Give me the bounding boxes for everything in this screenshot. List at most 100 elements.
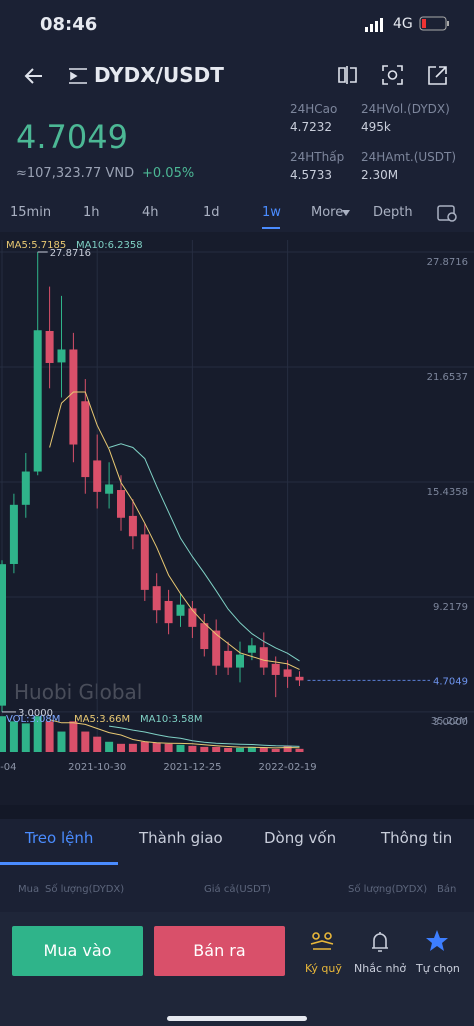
candle-body	[236, 654, 244, 668]
stat-value: 495k	[361, 120, 391, 134]
volume-legend: VOL:3.08M	[6, 714, 60, 725]
volume-bar	[21, 723, 30, 752]
candle-body	[117, 490, 125, 518]
volume-tick-label: 35.22M	[431, 716, 468, 727]
volume-bar	[259, 747, 268, 752]
candle-body	[69, 349, 78, 445]
settings-icon[interactable]	[437, 203, 459, 223]
x-tick-label: 2021-12-25	[163, 762, 221, 773]
sell-button[interactable]: Bán ra	[154, 926, 285, 976]
candle-body	[271, 663, 280, 675]
chart-background	[0, 232, 474, 805]
battery-icon	[419, 16, 449, 31]
volume-bar	[105, 741, 114, 752]
x-tick-label: 2021-10-30	[68, 762, 126, 773]
screenshot-icon[interactable]	[382, 65, 404, 85]
depth-tab[interactable]: Depth	[373, 205, 413, 220]
margin-icon[interactable]	[309, 930, 335, 954]
candle-body	[105, 484, 114, 494]
volume-bar	[0, 716, 6, 752]
timeframe-tab[interactable]: 15min	[10, 205, 52, 220]
x-tick-label: 09-04	[0, 762, 17, 773]
y-tick-label: 3.0000	[433, 717, 468, 728]
stat-label: 24HCao	[290, 102, 338, 116]
candle-body	[33, 330, 42, 472]
tab[interactable]: Dòng vốn	[264, 829, 337, 847]
volume-ma-line	[49, 719, 300, 749]
volume-legend: MA10:3.58M	[140, 714, 202, 725]
watermark: Huobi Global	[14, 680, 142, 704]
ma-line	[49, 391, 300, 670]
y-tick-label: 21.6537	[427, 372, 468, 383]
y-tick-label: 15.4358	[427, 487, 468, 498]
candle-body	[152, 586, 161, 611]
volume-bar	[295, 748, 304, 752]
x-tick-label: 2022-02-19	[259, 762, 317, 773]
timeframe-tab[interactable]: 4h	[142, 205, 159, 220]
dropdown-icon	[342, 210, 350, 216]
shortcut-active[interactable]: Ký quỹ	[305, 962, 342, 975]
alert-icon[interactable]	[369, 930, 391, 954]
candle-body	[0, 564, 6, 706]
volume-bar	[152, 742, 161, 752]
volume-bar	[176, 744, 185, 752]
legend-entry: MA5:5.7185	[6, 240, 66, 251]
shortcut[interactable]: Tự chọn	[416, 962, 460, 975]
book-header: Giá cả(USDT)	[204, 884, 271, 895]
volume-bar	[140, 741, 149, 752]
y-tick-label: 9.2179	[433, 602, 468, 613]
tab[interactable]: Thông tin	[381, 829, 453, 847]
volume-ma-line	[109, 725, 300, 747]
candle-body	[57, 349, 66, 363]
pair-title[interactable]: DYDX/USDT	[94, 63, 224, 87]
volume-bar	[57, 731, 66, 752]
volume-bar	[33, 716, 42, 752]
candle-body	[176, 604, 185, 616]
fiat-price: ≈107,323.77 VND	[16, 166, 135, 181]
favorite-icon[interactable]	[425, 929, 449, 953]
candle-body	[259, 647, 268, 668]
tab-underline	[0, 862, 118, 865]
shortcut[interactable]: Nhắc nhở	[354, 962, 407, 975]
compare-icon[interactable]	[337, 65, 359, 85]
tab[interactable]: Thành giao	[139, 829, 223, 847]
candle-body	[93, 460, 102, 492]
book-header: Số lượng(DYDX)	[348, 884, 428, 895]
volume-bar	[247, 746, 256, 752]
volume-bar	[9, 721, 18, 752]
candle-body	[45, 330, 54, 363]
candle-body	[21, 471, 30, 505]
volume-bar	[283, 745, 292, 752]
timeframe-tab[interactable]: 1d	[203, 205, 220, 220]
candle-body	[295, 676, 304, 681]
candle-body	[140, 534, 149, 590]
timeframe-more[interactable]: More	[311, 205, 344, 220]
candle-body	[224, 650, 233, 668]
volume-bar	[164, 743, 173, 752]
back-button[interactable]	[22, 64, 46, 88]
volume-bar	[81, 731, 90, 752]
stat-value: 4.7232	[290, 120, 332, 134]
share-icon[interactable]	[427, 65, 449, 85]
last-price: 4.7049	[16, 118, 128, 156]
status-time: 08:46	[40, 14, 98, 35]
pair-icon[interactable]	[68, 68, 88, 84]
buy-button[interactable]: Mua vào	[12, 926, 143, 976]
volume-bar	[224, 747, 233, 752]
timeframe-tab[interactable]: 1h	[83, 205, 100, 220]
book-header: Số lượng(DYDX)	[45, 884, 125, 895]
candle-body	[9, 504, 18, 564]
last-price-label: 4.7049	[433, 676, 468, 687]
tab-active[interactable]: Treo lệnh	[25, 829, 94, 847]
candle-body	[212, 630, 221, 666]
low-marker-label: 3.0000	[18, 708, 53, 719]
volume-bar	[128, 743, 137, 752]
volume-bar	[188, 745, 197, 752]
candle-body	[164, 600, 173, 624]
stat-value: 2.30M	[361, 168, 399, 182]
price-change: +0.05%	[142, 166, 195, 181]
stat-value: 4.5733	[290, 168, 332, 182]
timeframe-tab-active[interactable]: 1w	[262, 205, 281, 220]
ma-line	[108, 443, 300, 662]
stat-label: 24HVol.(DYDX)	[361, 102, 450, 116]
